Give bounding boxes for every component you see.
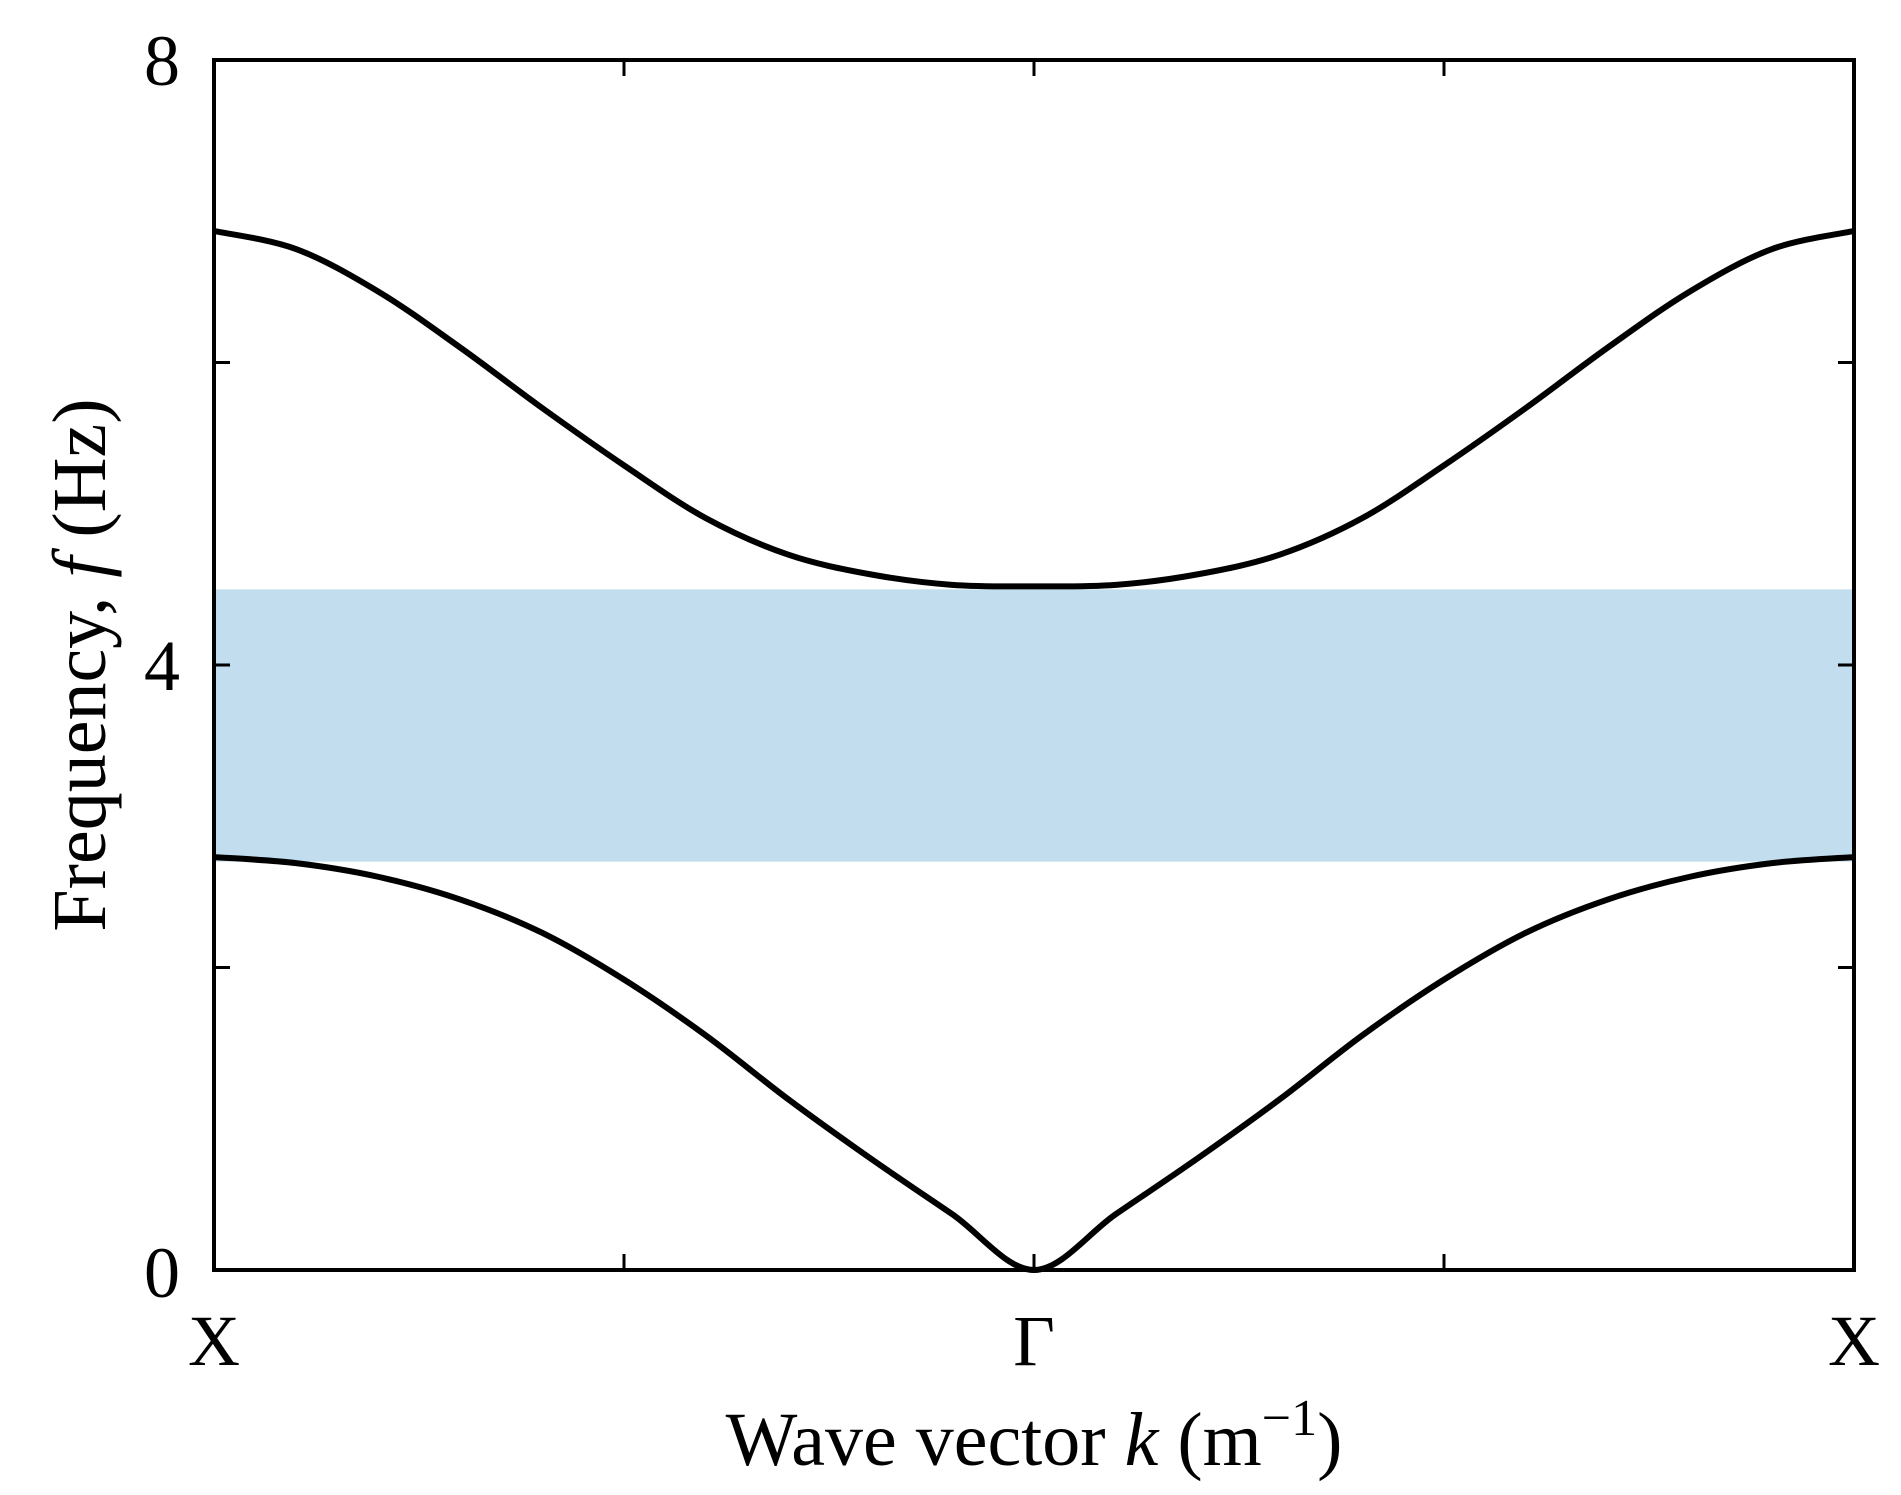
dispersion-branch-1 xyxy=(213,854,1855,1273)
x-axis-label-unit-open: (m xyxy=(1158,1398,1261,1482)
band-gap-region xyxy=(214,589,1854,862)
y-tick-label-0: 0 xyxy=(144,1233,180,1313)
y-tick-label-8: 8 xyxy=(144,21,180,101)
x-axis-label-unit-close: ) xyxy=(1317,1398,1342,1482)
x-axis-label-var: k xyxy=(1125,1398,1160,1482)
x-axis-label-exponent: −1 xyxy=(1262,1390,1317,1447)
y-axis-label-prefix: Frequency, xyxy=(38,578,122,932)
x-tick-label-gamma: Γ xyxy=(1013,1301,1055,1381)
y-axis-label: Frequency, f (Hz) xyxy=(38,398,122,931)
x-axis-label-prefix: Wave vector xyxy=(726,1398,1125,1482)
x-tick-label-X-right: X xyxy=(1828,1301,1880,1381)
tick-layer xyxy=(214,60,1854,1270)
y-tick-label-4: 4 xyxy=(144,626,180,706)
dispersion-branch-2 xyxy=(213,227,1855,590)
y-axis-label-unit: (Hz) xyxy=(38,398,122,556)
x-tick-label-X-left: X xyxy=(188,1301,240,1381)
x-axis-label: Wave vector k (m−1) xyxy=(726,1390,1343,1482)
